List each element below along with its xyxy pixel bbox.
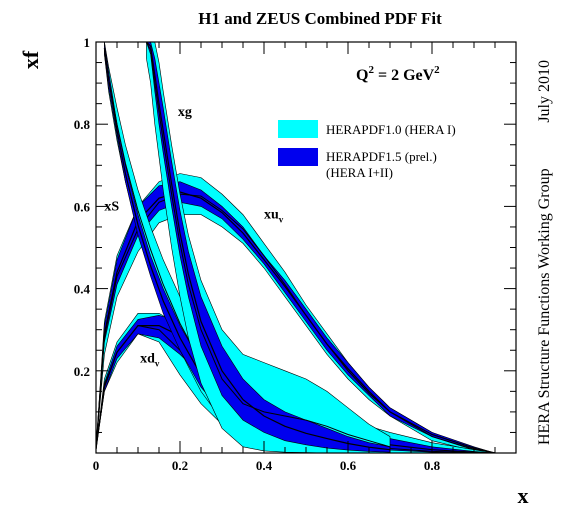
scale-q-exponent: 2 bbox=[368, 64, 374, 76]
working-group-side-label: HERA Structure Functions Working Group bbox=[536, 168, 553, 445]
curve-label-xu-v: xuv bbox=[264, 208, 284, 225]
axis-ticks: 0 0.2 0.4 0.6 0.8 0.2 0.4 0.6 0.8 1 bbox=[74, 35, 516, 473]
scale-q-symbol: Q bbox=[356, 67, 368, 84]
curve-label-xs: xS bbox=[104, 200, 119, 215]
chart-title: H1 and ZEUS Combined PDF Fit bbox=[198, 9, 442, 28]
curve-label-xd-v: xdv bbox=[140, 352, 160, 369]
curve-label-xg: xg bbox=[178, 105, 192, 120]
y-tick-label: 0.4 bbox=[74, 282, 91, 297]
curve-label-main: xS bbox=[104, 200, 119, 215]
legend-label-hera15-line2: (HERA I+II) bbox=[326, 165, 393, 180]
pdf-bands bbox=[96, 42, 496, 453]
y-tick-label: 0.2 bbox=[74, 364, 90, 379]
y-tick-label: 0.8 bbox=[74, 117, 91, 132]
xg-hera1-central-line bbox=[145, 42, 391, 448]
x-tick-label: 0.2 bbox=[172, 458, 188, 473]
curve-label-main: xg bbox=[178, 105, 192, 120]
scale-annotation: Q2 = 2 GeV2 bbox=[356, 64, 440, 84]
scale-q-unit-exponent: 2 bbox=[434, 64, 440, 76]
legend-swatch-hera1 bbox=[278, 120, 318, 138]
x-axis-label: x bbox=[518, 483, 529, 508]
curve-label-main: xd bbox=[140, 352, 155, 367]
legend-swatch-hera15 bbox=[278, 148, 318, 166]
x-tick-label: 0.6 bbox=[340, 458, 357, 473]
curve-label-subscript: v bbox=[155, 359, 160, 369]
y-tick-label: 0.6 bbox=[74, 199, 91, 214]
date-side-label: July 2010 bbox=[536, 60, 553, 123]
xu-v-hera15-band bbox=[96, 181, 496, 453]
y-axis-label: xf bbox=[18, 50, 43, 69]
legend-label-hera1: HERAPDF1.0 (HERA I) bbox=[326, 122, 456, 137]
x-tick-label: 0.8 bbox=[424, 458, 441, 473]
curve-label-subscript: v bbox=[279, 215, 284, 225]
curve-label-main: xu bbox=[264, 208, 279, 223]
y-tick-label: 1 bbox=[84, 35, 91, 50]
x-tick-label: 0.4 bbox=[256, 458, 273, 473]
xg-hera15-central-line bbox=[145, 42, 391, 451]
legend: HERAPDF1.0 (HERA I) HERAPDF1.5 (prel.) (… bbox=[278, 120, 456, 180]
scale-q-value: = 2 GeV bbox=[374, 67, 435, 84]
legend-label-hera15: HERAPDF1.5 (prel.) bbox=[326, 149, 437, 164]
x-tick-label: 0 bbox=[93, 458, 100, 473]
xu-v-hera1-band bbox=[96, 173, 496, 453]
